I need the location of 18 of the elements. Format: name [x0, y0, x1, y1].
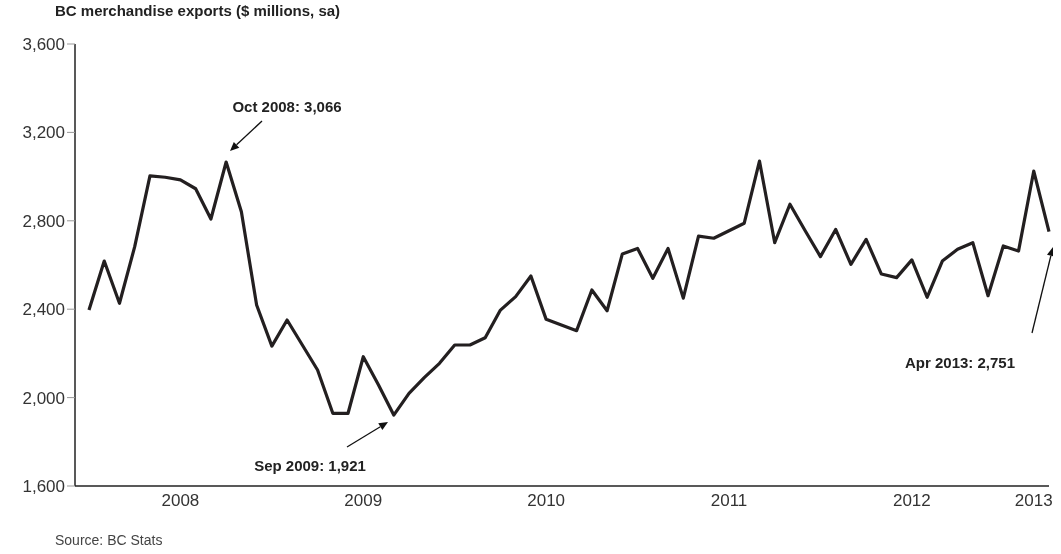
annotation: Apr 2013: 2,751	[904, 354, 1016, 371]
x-tick-label: 2011	[710, 491, 748, 511]
chart-title: BC merchandise exports ($ millions, sa)	[55, 2, 341, 19]
y-tick-label: 2,800	[22, 211, 65, 231]
x-tick-label: 2009	[344, 491, 383, 511]
x-tick-label: 2013	[1014, 491, 1053, 511]
line-series	[87, 159, 1051, 417]
y-tick-label: 1,600	[22, 477, 65, 497]
y-tick-label: 2,000	[22, 388, 65, 408]
x-tick-label: 2012	[892, 491, 931, 511]
x-tick-label: 2010	[527, 491, 566, 511]
source-note: Source: BC Stats	[55, 532, 163, 548]
y-tick-label: 3,200	[22, 123, 65, 143]
y-tick-label: 2,400	[22, 300, 65, 320]
x-tick-label: 2008	[161, 491, 200, 511]
annotation: Sep 2009: 1,921	[254, 457, 366, 474]
y-tick-label: 3,600	[22, 35, 65, 55]
annotation: Oct 2008: 3,066	[232, 98, 342, 115]
